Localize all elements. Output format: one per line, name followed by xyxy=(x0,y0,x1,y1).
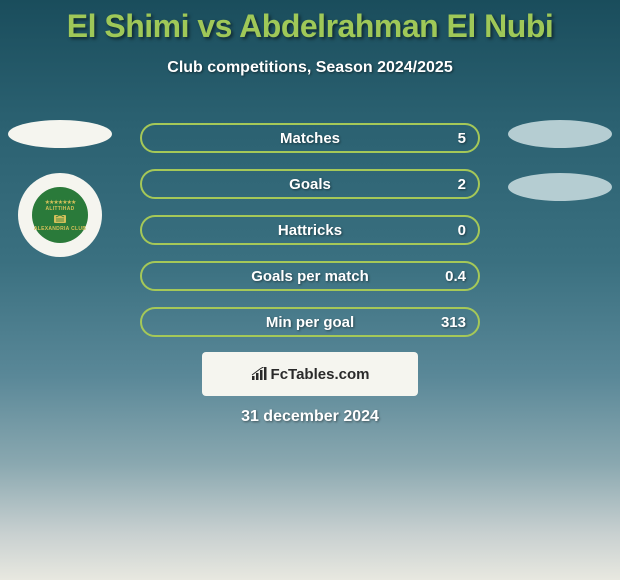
bar-hattricks: Hattricks 0 xyxy=(140,215,480,245)
bar-goals-per-match: Goals per match 0.4 xyxy=(140,261,480,291)
club-badge-left: ★★★★★★★ ALITTIHAD ALEXANDRIA CLUB xyxy=(18,173,102,257)
player-left-oval xyxy=(8,120,112,148)
source-logo: FcTables.com xyxy=(202,352,418,396)
bar-goals: Goals 2 xyxy=(140,169,480,199)
bar-right-value: 313 xyxy=(441,314,466,331)
page-title: El Shimi vs Abdelrahman El Nubi xyxy=(0,0,620,45)
bar-label: Goals xyxy=(289,176,331,193)
right-column xyxy=(508,120,612,226)
badge-text-bottom: ALEXANDRIA CLUB xyxy=(34,226,86,232)
bar-right-value: 2 xyxy=(458,176,466,193)
date-label: 31 december 2024 xyxy=(0,408,620,426)
player-right-oval-2 xyxy=(508,173,612,201)
bar-label: Min per goal xyxy=(266,314,354,331)
stat-bars: Matches 5 Goals 2 Hattricks 0 Goals per … xyxy=(140,123,480,353)
badge-emblem: ★★★★★★★ ALITTIHAD ALEXANDRIA CLUB xyxy=(32,187,88,243)
bar-min-per-goal: Min per goal 313 xyxy=(140,307,480,337)
bar-chart-icon xyxy=(251,367,267,381)
logo-text: FcTables.com xyxy=(271,366,370,383)
page-subtitle: Club competitions, Season 2024/2025 xyxy=(0,59,620,77)
bar-right-value: 0.4 xyxy=(445,268,466,285)
bar-matches: Matches 5 xyxy=(140,123,480,153)
badge-stars-icon: ★★★★★★★ xyxy=(45,199,76,206)
bar-label: Goals per match xyxy=(251,268,369,285)
bar-label: Matches xyxy=(280,130,340,147)
badge-crest-icon xyxy=(50,212,70,226)
player-right-oval-1 xyxy=(508,120,612,148)
bar-right-value: 0 xyxy=(458,222,466,239)
bar-right-value: 5 xyxy=(458,130,466,147)
bar-label: Hattricks xyxy=(278,222,342,239)
left-column: ★★★★★★★ ALITTIHAD ALEXANDRIA CLUB xyxy=(8,120,112,257)
